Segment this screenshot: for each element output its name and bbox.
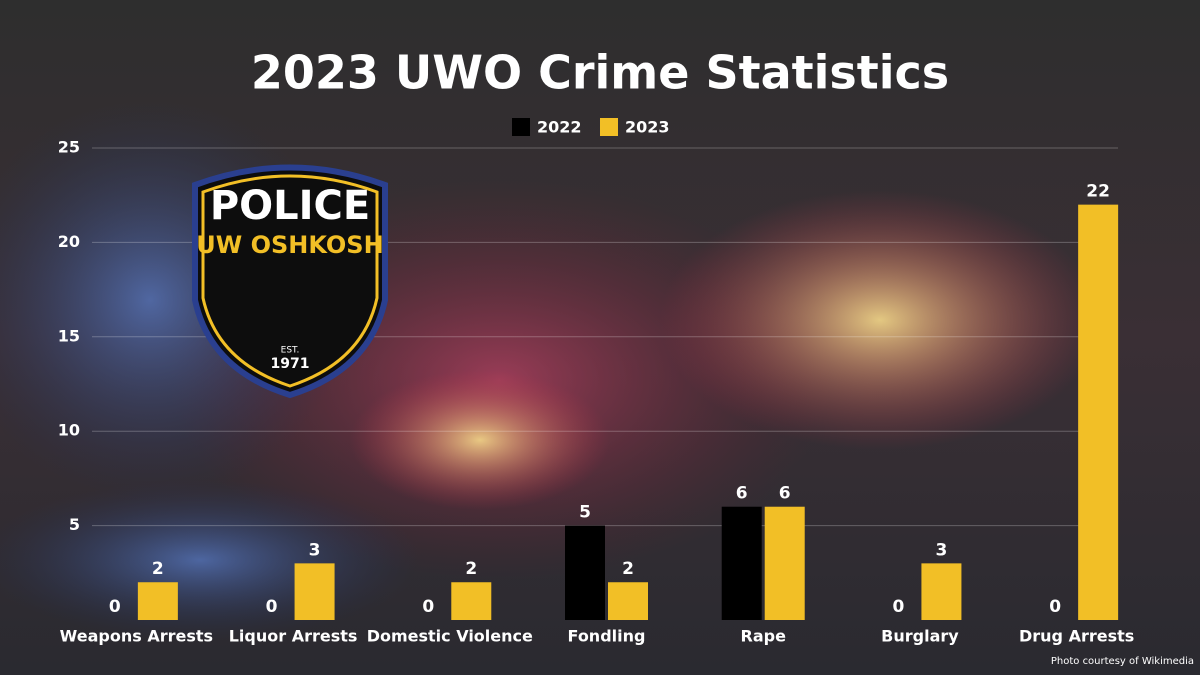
value-label: 5 <box>579 503 591 523</box>
value-label: 6 <box>779 484 791 504</box>
bar <box>294 563 335 620</box>
background-glow <box>350 370 610 510</box>
value-label: 0 <box>266 597 278 617</box>
logo-text: UW OSHKOSH <box>196 231 383 259</box>
chart-title: 2023 UWO Crime Statistics <box>251 46 949 100</box>
logo: POLICE UW OSHKOSH EST. 1971 <box>192 164 388 399</box>
x-tick-label: Drug Arrests <box>1019 627 1134 646</box>
bar <box>921 563 962 620</box>
y-tick-label: 5 <box>69 515 80 534</box>
value-label: 0 <box>893 597 905 617</box>
value-label: 2 <box>622 559 634 579</box>
legend-swatch <box>512 118 530 136</box>
logo-shield <box>192 164 388 399</box>
credit: Photo courtesy of Wikimedia <box>1051 656 1194 667</box>
logo-text: EST. <box>281 346 300 356</box>
background-glow <box>660 190 1100 450</box>
value-label: 3 <box>936 540 948 560</box>
value-label: 6 <box>736 484 748 504</box>
x-tick-label: Weapons Arrests <box>60 627 213 646</box>
bar <box>137 582 178 620</box>
y-tick-label: 15 <box>58 326 80 345</box>
bar <box>451 582 492 620</box>
legend-swatch <box>600 118 618 136</box>
value-label: 2 <box>465 559 477 579</box>
logo-text: POLICE <box>210 183 370 229</box>
bar <box>764 506 805 620</box>
bar <box>565 525 605 620</box>
background-glow <box>0 480 420 640</box>
x-tick-label: Fondling <box>568 627 646 646</box>
value-label: 22 <box>1086 182 1110 202</box>
bar <box>608 582 648 620</box>
x-tick-label: Liquor Arrests <box>229 627 358 646</box>
value-label: 0 <box>422 597 434 617</box>
legend-label: 2023 <box>625 118 670 137</box>
x-tick-label: Rape <box>741 627 787 646</box>
logo-border <box>201 174 379 388</box>
value-label: 3 <box>309 540 321 560</box>
value-label: 0 <box>109 597 121 617</box>
x-tick-label: Burglary <box>881 627 959 646</box>
legend-label: 2022 <box>537 118 582 137</box>
y-tick-label: 25 <box>58 138 80 157</box>
value-label: 0 <box>1049 597 1061 617</box>
x-tick-label: Domestic Violence <box>367 627 533 646</box>
bar <box>721 506 762 620</box>
logo-text: 1971 <box>271 356 310 372</box>
y-tick-label: 10 <box>58 421 80 440</box>
bar <box>1078 204 1119 620</box>
value-label: 2 <box>152 559 164 579</box>
y-tick-label: 20 <box>58 232 80 251</box>
